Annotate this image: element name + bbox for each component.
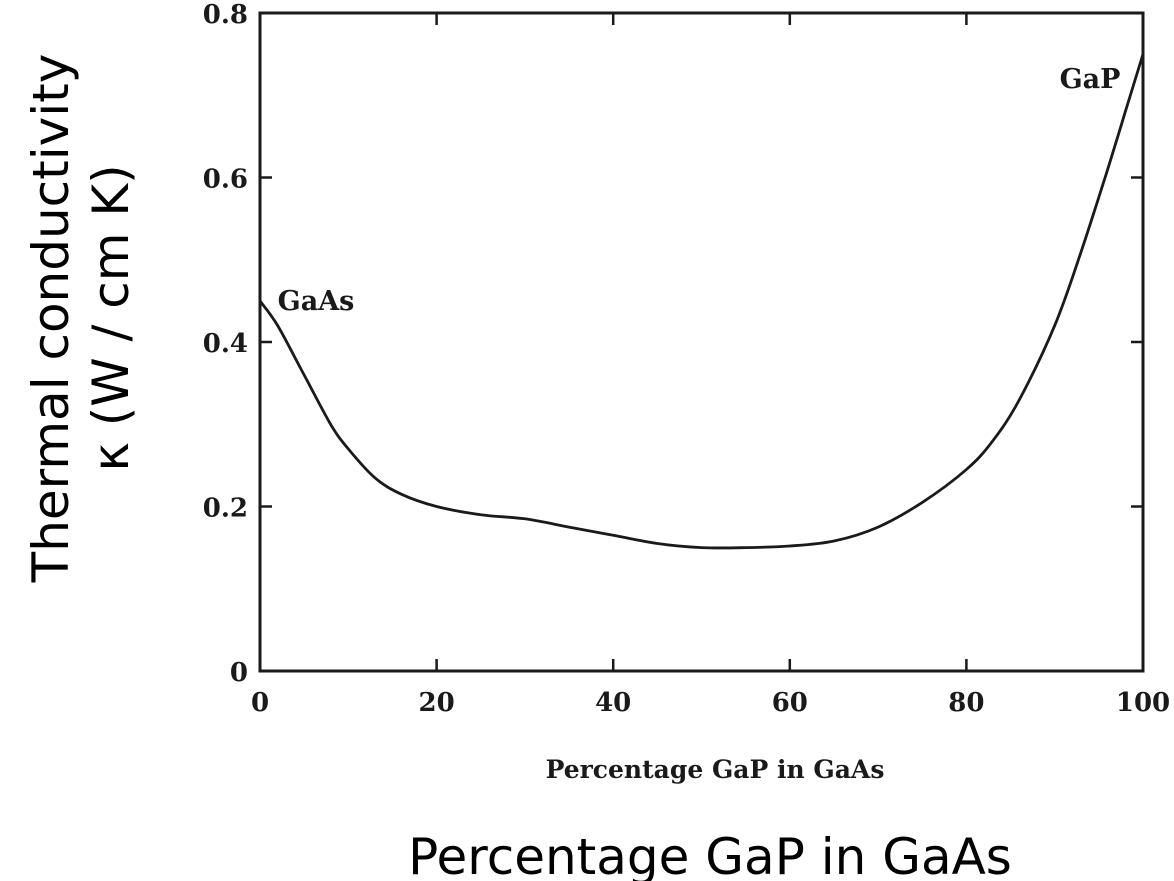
y-tick-label: 0.8 <box>203 0 248 30</box>
x-tick-label: 20 <box>419 688 455 718</box>
plot-frame <box>258 11 1145 673</box>
inner-x-axis-label: Percentage GaP in GaAs <box>546 755 885 784</box>
series-line-thermal-conductivity <box>258 52 1145 550</box>
y-axis-label-line1: Thermal conductivity <box>22 54 80 584</box>
y-tick-label: 0.4 <box>203 329 248 359</box>
y-tick-labels: 0 0.2 0.4 0.6 0.8 <box>203 0 248 688</box>
y-tick-label: 0.6 <box>203 165 248 195</box>
x-tick-label: 80 <box>948 688 984 718</box>
x-tick-label: 0 <box>251 688 269 718</box>
y-axis-label-line2: κ (W / cm K) <box>82 164 140 471</box>
x-axis-label: Percentage GaP in GaAs <box>408 828 1012 881</box>
annotation-gaas: GaAs <box>278 286 355 317</box>
x-tick-labels: 0 20 40 60 80 100 <box>251 688 1170 718</box>
x-tick-label: 40 <box>595 688 631 718</box>
ticks <box>258 11 1145 673</box>
x-tick-label: 60 <box>772 688 808 718</box>
x-tick-label: 100 <box>1116 688 1170 718</box>
annotations: GaAs GaP <box>278 64 1121 317</box>
y-tick-label: 0 <box>230 658 248 688</box>
annotation-gap: GaP <box>1060 64 1121 95</box>
y-tick-label: 0.2 <box>203 494 248 524</box>
